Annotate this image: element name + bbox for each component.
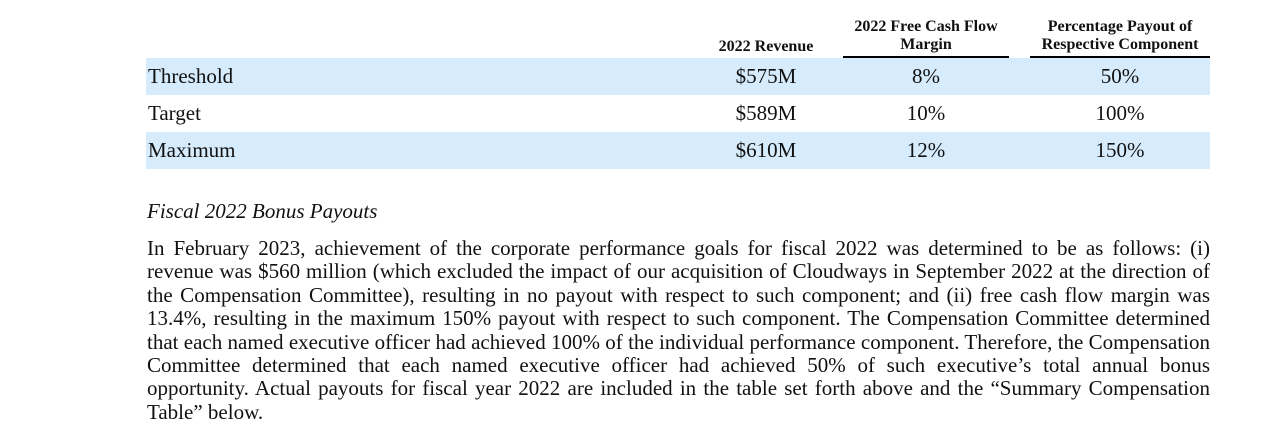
revenue-cell: $589M <box>735 101 797 125</box>
table-row-target: Target $589M 10% 100% <box>146 95 1210 132</box>
table-header-row: 2022 Revenue 2022 Free Cash Flow Margin … <box>146 10 1210 58</box>
fcf-margin-cell: 8% <box>912 64 940 88</box>
fcf-margin-cell: 10% <box>906 101 946 125</box>
section-title: Fiscal 2022 Bonus Payouts <box>147 199 378 223</box>
table-row-threshold: Threshold $575M 8% 50% <box>146 58 1210 95</box>
revenue-cell: $610M <box>735 138 797 162</box>
revenue-cell: $575M <box>735 64 797 88</box>
body-paragraph: In February 2023, achievement of the cor… <box>147 236 1210 424</box>
row-label: Target <box>148 101 201 125</box>
row-label: Threshold <box>148 64 234 88</box>
header-payout-percentage: Percentage Payout of Respective Componen… <box>1030 18 1210 58</box>
header-revenue: 2022 Revenue <box>718 38 814 55</box>
payout-cell: 50% <box>1100 64 1140 88</box>
fcf-margin-cell: 12% <box>906 138 946 162</box>
payout-cell: 150% <box>1095 138 1145 162</box>
payout-cell: 100% <box>1095 101 1145 125</box>
row-label: Maximum <box>148 138 236 162</box>
header-fcf-margin: 2022 Free Cash Flow Margin <box>843 18 1009 58</box>
table-row-maximum: Maximum $610M 12% 150% <box>146 132 1210 169</box>
performance-goals-table: 2022 Revenue 2022 Free Cash Flow Margin … <box>146 10 1210 169</box>
